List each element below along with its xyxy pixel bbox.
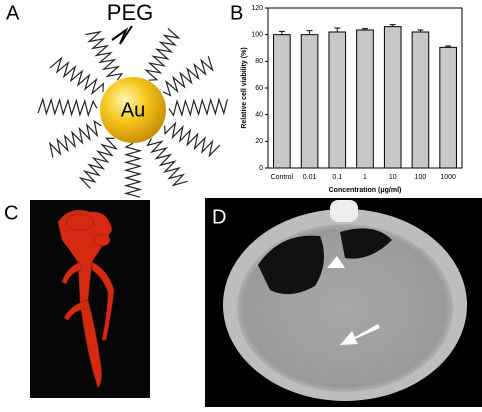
peg-chain (48, 120, 102, 158)
peg-label: PEG (107, 0, 153, 25)
x-axis-label: Concentration (μg/ml) (329, 187, 402, 194)
peg-chain (37, 97, 98, 118)
x-tick-label: 0.1 (332, 174, 342, 181)
y-tick-label: 100 (251, 32, 263, 39)
peg-chain (49, 56, 104, 96)
y-tick-label: 0 (259, 165, 263, 172)
vessels (57, 209, 115, 389)
ct-lung (340, 228, 392, 259)
ct-lung (258, 235, 324, 295)
peg-chain (78, 137, 119, 189)
x-tick-label: 0.01 (303, 174, 317, 181)
x-tick-label: Control (271, 174, 294, 181)
panel-label: B (230, 2, 243, 24)
peg-arrow (111, 25, 133, 45)
ct-spine (330, 200, 358, 222)
peg-chain (168, 97, 228, 118)
panel-label: C (4, 202, 18, 224)
peg-chain (164, 121, 221, 158)
bar-chart: 0 20 40 60 80 100 120 Relative cell viability (… (241, 5, 463, 194)
bar (439, 46, 457, 169)
peg-chain (123, 142, 143, 198)
x-tick-label: 10 (389, 174, 397, 181)
y-tick-label: 40 (255, 112, 263, 119)
bar (300, 34, 319, 169)
y-axis-label: Relative cell viability (%) (241, 47, 248, 128)
bar (411, 31, 430, 169)
bar (356, 29, 374, 169)
bar (328, 31, 347, 169)
x-tick-label: 1 (363, 174, 367, 181)
x-tick-label: 100 (415, 174, 427, 181)
core-label: Au (121, 99, 145, 121)
y-tick-label: 20 (255, 138, 263, 145)
bar (383, 26, 402, 169)
arrowhead (327, 256, 345, 268)
peg-chain (146, 138, 188, 187)
peg-chain (85, 30, 124, 81)
gold-core (100, 77, 166, 143)
y-tick-label: 80 (255, 58, 263, 65)
arrow (340, 324, 380, 345)
panel-label: D (212, 206, 226, 228)
y-tick-label: 60 (255, 85, 263, 92)
panel-label: A (6, 2, 20, 24)
peg-chain (143, 27, 181, 81)
bar (273, 34, 291, 169)
x-tick-label: 1000 (440, 174, 456, 181)
peg-chain (162, 56, 214, 97)
peg-chains (37, 27, 228, 198)
y-tick-label: 120 (251, 5, 263, 12)
